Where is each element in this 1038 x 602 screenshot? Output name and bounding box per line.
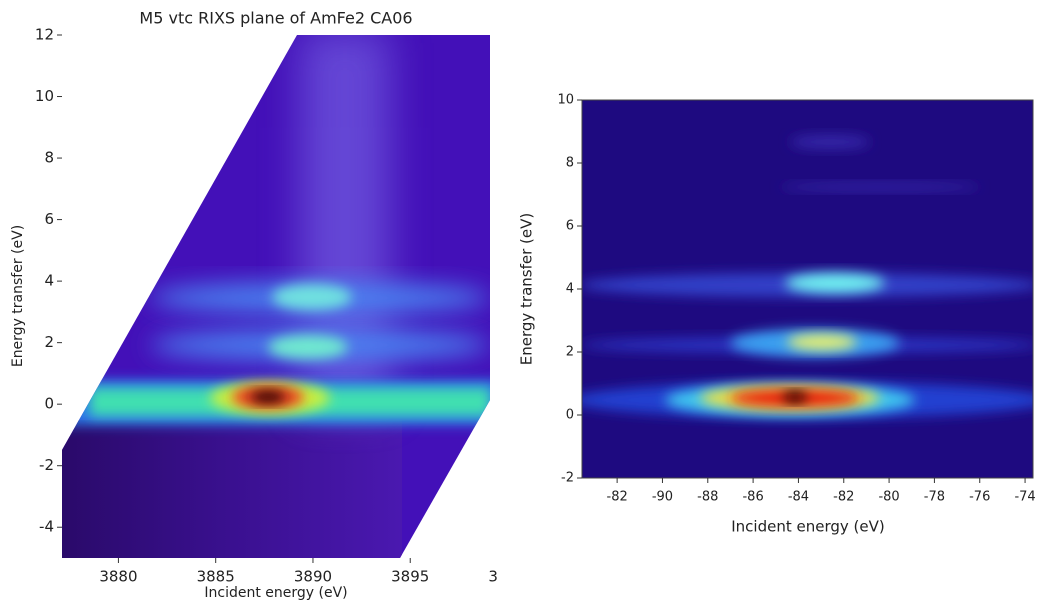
- x-tick-label: -86: [742, 490, 763, 505]
- x-tick-label: -74: [1014, 490, 1035, 505]
- x-axis-label: Incident energy (eV): [731, 518, 884, 536]
- x-tick-label: -76: [969, 490, 990, 505]
- x-tick-label: 3895: [391, 568, 429, 586]
- x-tick-label: -84: [788, 490, 809, 505]
- y-tick-label: 4: [44, 272, 54, 290]
- y-tick-label: 8: [44, 149, 54, 167]
- x-tick-label: -90: [652, 490, 673, 505]
- y-axis-label: Energy transfer (eV): [518, 213, 536, 365]
- y-tick-label: 6: [44, 210, 54, 228]
- y-tick-label: 10: [35, 87, 54, 105]
- y-tick-label: 2: [44, 333, 54, 351]
- y-tick-label: 2: [566, 345, 574, 360]
- y-tick-label: -2: [39, 456, 54, 474]
- y-axis-label: Energy transfer (eV): [10, 225, 26, 367]
- y-tick-label: 0: [566, 408, 574, 423]
- y-tick-label: -4: [39, 518, 54, 536]
- y-tick-label: 8: [566, 156, 574, 171]
- x-tick-label: 3885: [197, 568, 235, 586]
- x-tick-label: -80: [878, 490, 899, 505]
- x-tick-label: 3890: [294, 568, 332, 586]
- chart-title: M5 vtc RIXS plane of AmFe2 CA06: [139, 9, 412, 28]
- x-tick-label: 3880: [99, 568, 137, 586]
- y-tick-label: -2: [561, 471, 574, 486]
- y-tick-label: 12: [35, 26, 54, 44]
- heatmap-image: [582, 100, 1033, 478]
- y-tick-label: 4: [566, 282, 574, 297]
- y-tick-label: 6: [566, 219, 574, 234]
- x-tick-label: -88: [697, 490, 718, 505]
- x-tick-label: -82: [833, 490, 854, 505]
- x-tick-label: 3900: [488, 568, 526, 586]
- x-tick-label: -82: [607, 490, 628, 505]
- heatmap-image: [62, 35, 490, 558]
- x-axis-label: Incident energy (eV): [204, 585, 347, 601]
- x-axis: 3880 3885 3890 3895 3900: [99, 568, 526, 586]
- y-tick-label: 10: [557, 93, 574, 108]
- x-tick-label: -78: [924, 490, 945, 505]
- x-axis: -82 -90 -88 -86 -84 -82 -80 -78 -76 -74: [607, 490, 1036, 505]
- y-tick-label: 0: [44, 395, 54, 413]
